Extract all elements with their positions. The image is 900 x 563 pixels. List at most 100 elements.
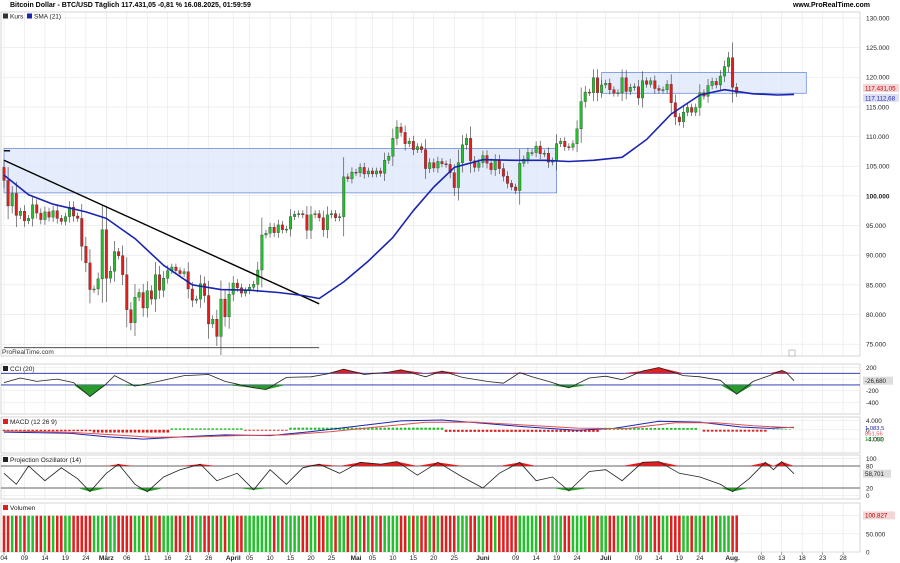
volume-bar xyxy=(276,515,280,552)
candle-up xyxy=(465,138,468,146)
projection-value-bg xyxy=(863,469,891,478)
panel-frame-macd xyxy=(0,416,861,454)
y-tick-label: 115.000 xyxy=(866,104,889,111)
panel-frame-proj xyxy=(0,454,861,500)
y-tick-label: 100.000 xyxy=(866,193,890,200)
macd-histogram-bar xyxy=(518,429,522,432)
indicator-title: Projection Oszillator (14) xyxy=(10,457,81,464)
macd-histogram-bar xyxy=(657,427,661,430)
macd-histogram-bar xyxy=(583,429,587,432)
macd-histogram-bar xyxy=(342,427,346,430)
candle-up xyxy=(628,87,632,92)
macd-histogram-bar xyxy=(457,429,460,432)
volume-bar xyxy=(166,515,169,552)
candle-down xyxy=(6,180,10,207)
macd-histogram-bar xyxy=(51,429,55,432)
volume-bar xyxy=(592,515,595,552)
brand-link[interactable]: www.ProRealTime.com xyxy=(792,2,870,9)
candle-down xyxy=(174,266,178,271)
macd-histogram-bar xyxy=(522,429,526,432)
candle-down xyxy=(84,246,88,264)
volume-bar xyxy=(395,515,399,552)
kurs-swatch xyxy=(3,13,8,19)
volume-bar xyxy=(686,515,689,552)
candle-down xyxy=(501,168,505,177)
candle-down xyxy=(178,270,182,274)
macd-histogram-bar xyxy=(141,429,145,433)
volume-bar xyxy=(588,515,591,552)
macd-histogram-bar xyxy=(469,429,472,432)
macd-histogram-bar xyxy=(211,428,215,430)
candle-down xyxy=(473,160,477,168)
macd-histogram-bar xyxy=(6,429,10,432)
x-tick-label: 09 xyxy=(21,555,29,562)
x-tick-label: 08 xyxy=(758,555,766,562)
y-tick-label: 105.000 xyxy=(866,164,890,171)
volume-bar xyxy=(694,515,698,552)
y-tick-label: 20 xyxy=(866,486,874,493)
volume-bar xyxy=(133,515,137,552)
candle-up xyxy=(526,152,530,160)
macd-macd-line xyxy=(3,419,795,440)
volume-bar xyxy=(2,515,6,552)
candle-down xyxy=(657,88,661,91)
candle-up xyxy=(358,167,362,173)
macd-histogram-bar xyxy=(448,429,452,432)
macd-histogram-bar xyxy=(350,427,354,430)
macd-signal-line xyxy=(3,421,795,438)
candle-down xyxy=(370,170,374,175)
volume-bar xyxy=(637,515,640,552)
volume-bar xyxy=(31,515,34,552)
candle-down xyxy=(612,89,616,94)
panel-frames xyxy=(0,11,861,553)
volume-bar xyxy=(76,515,79,552)
volume-bar xyxy=(452,515,456,552)
macd-histogram-bar xyxy=(281,429,284,431)
macd-histogram-bar xyxy=(19,429,22,432)
candle-up xyxy=(92,288,96,291)
volume-bar xyxy=(424,515,427,552)
volume-bar xyxy=(612,515,616,552)
volume-bar xyxy=(559,515,562,552)
volume-bar xyxy=(301,515,305,552)
x-tick-label: 26 xyxy=(205,555,213,562)
candle-up xyxy=(555,143,559,162)
macd-histogram-bar xyxy=(649,427,653,430)
volume-bar xyxy=(498,515,501,552)
macd-histogram-bar xyxy=(534,429,538,432)
candle-down xyxy=(690,107,694,113)
macd-histogram-bar xyxy=(88,429,92,432)
volume-bar xyxy=(440,515,444,552)
x-tick-label: 15 xyxy=(287,555,295,562)
volume-bar xyxy=(579,515,583,552)
volume-bar xyxy=(117,515,120,552)
macd-histogram-bar xyxy=(371,427,374,430)
macd-histogram-bar xyxy=(379,427,382,430)
oversold-fill xyxy=(4,384,794,397)
candle-up xyxy=(211,319,215,325)
y-tick-label: 125.000 xyxy=(866,45,890,52)
candle-up xyxy=(219,298,223,337)
macd-histogram-bar xyxy=(125,429,129,433)
volume-bar xyxy=(620,515,624,552)
volume-bar xyxy=(27,515,30,552)
volume-bar xyxy=(403,515,407,552)
scroll-handle[interactable] xyxy=(788,349,796,357)
volume-bar xyxy=(690,515,693,552)
candle-up xyxy=(293,214,297,217)
macd-histogram-bar xyxy=(563,429,567,432)
candle-down xyxy=(203,283,207,296)
macd-histogram-bar xyxy=(191,428,194,430)
candle-up xyxy=(27,218,31,221)
candle-up xyxy=(575,128,579,144)
x-tick-label: 19 xyxy=(553,555,561,562)
volume-bar xyxy=(367,515,370,552)
candle-up xyxy=(113,251,116,272)
candle-down xyxy=(149,290,153,300)
volume-bar xyxy=(326,515,329,552)
y-tick-label: 95.000 xyxy=(866,223,886,230)
candle-down xyxy=(47,211,51,218)
candle-down xyxy=(280,224,284,230)
macd-histogram-bar xyxy=(207,428,210,430)
